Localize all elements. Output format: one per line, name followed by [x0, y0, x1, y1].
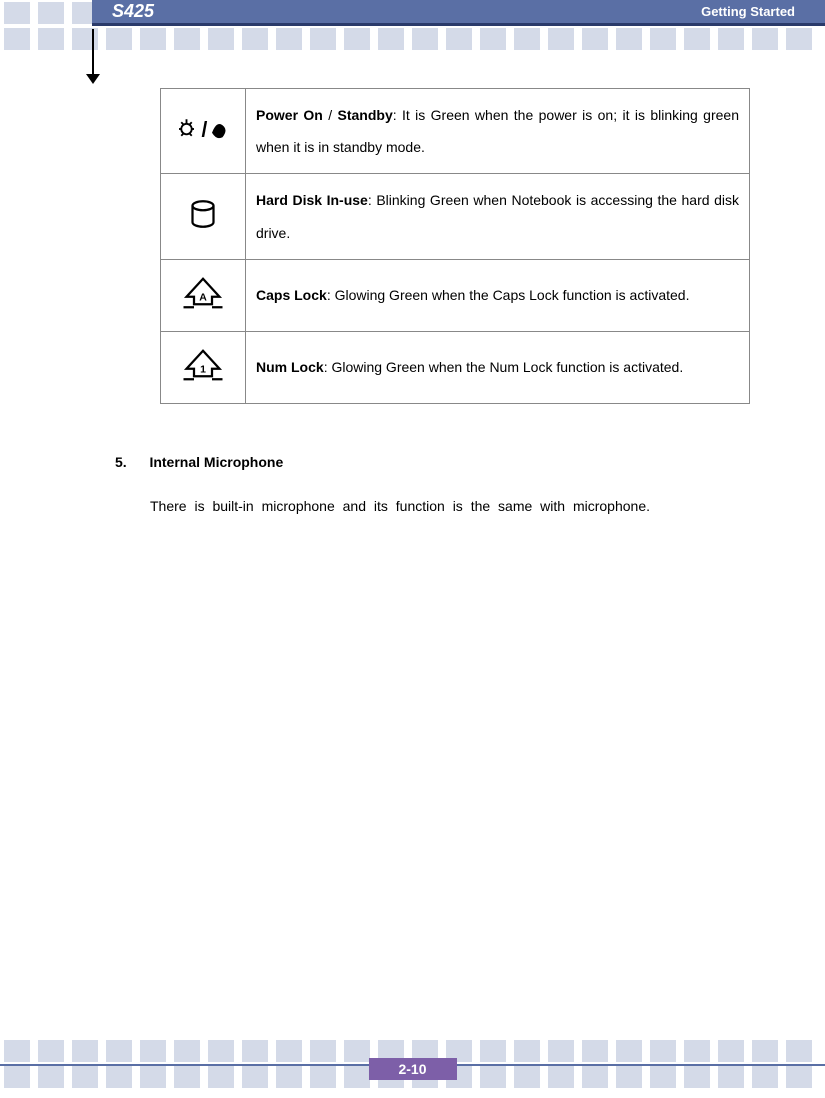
- table-row: / Power On / Standby: It is Green when th…: [161, 89, 750, 174]
- content-area: / Power On / Standby: It is Green when th…: [115, 88, 765, 523]
- svg-text:A: A: [199, 291, 207, 303]
- deco-square: [242, 1040, 268, 1062]
- deco-square: [276, 28, 302, 50]
- square-row: [0, 26, 825, 52]
- status-description: Power On / Standby: It is Green when the…: [246, 89, 750, 174]
- deco-square: [480, 1066, 506, 1088]
- deco-square: [106, 1066, 132, 1088]
- deco-square: [106, 28, 132, 50]
- deco-square: [106, 1040, 132, 1062]
- deco-square: [140, 1040, 166, 1062]
- section-title: Internal Microphone: [149, 454, 283, 470]
- deco-square: [548, 28, 574, 50]
- deco-square: [38, 2, 64, 24]
- deco-square: [786, 28, 812, 50]
- arrow-head-icon: [86, 74, 100, 84]
- deco-square: [344, 28, 370, 50]
- deco-square: [684, 1040, 710, 1062]
- deco-square: [582, 1066, 608, 1088]
- deco-square: [786, 1066, 812, 1088]
- deco-square: [548, 1040, 574, 1062]
- deco-square: [344, 1066, 370, 1088]
- table-row: 1 Num Lock: Glowing Green when the Num Lo…: [161, 331, 750, 403]
- deco-square: [650, 1040, 676, 1062]
- deco-square: [310, 28, 336, 50]
- deco-square: [412, 28, 438, 50]
- num-lock-icon: 1: [161, 331, 246, 403]
- deco-square: [480, 28, 506, 50]
- deco-square: [718, 1066, 744, 1088]
- section-body: There is built-in microphone and its fun…: [150, 490, 705, 524]
- deco-square: [4, 28, 30, 50]
- deco-square: [72, 1040, 98, 1062]
- deco-square: [344, 1040, 370, 1062]
- deco-square: [208, 28, 234, 50]
- deco-square: [446, 28, 472, 50]
- deco-square: [616, 1040, 642, 1062]
- deco-square: [140, 28, 166, 50]
- status-description: Caps Lock: Glowing Green when the Caps L…: [246, 259, 750, 331]
- deco-square: [38, 28, 64, 50]
- svg-text:1: 1: [200, 363, 206, 375]
- deco-square: [276, 1066, 302, 1088]
- header-subtitle: Getting Started: [701, 4, 795, 19]
- status-led-table: / Power On / Standby: It is Green when th…: [160, 88, 750, 404]
- deco-square: [582, 28, 608, 50]
- deco-square: [242, 1066, 268, 1088]
- deco-square: [38, 1040, 64, 1062]
- caps-lock-icon: A: [161, 259, 246, 331]
- deco-square: [752, 1066, 778, 1088]
- deco-square: [684, 28, 710, 50]
- deco-square: [174, 28, 200, 50]
- deco-square: [480, 1040, 506, 1062]
- page-number: 2-10: [368, 1058, 456, 1080]
- deco-square: [752, 28, 778, 50]
- deco-square: [616, 28, 642, 50]
- power-standby-icon: /: [161, 89, 246, 174]
- status-description: Hard Disk In-use: Blinking Green when No…: [246, 174, 750, 259]
- deco-square: [242, 28, 268, 50]
- deco-square: [514, 1040, 540, 1062]
- svg-text:/: /: [202, 118, 208, 141]
- deco-square: [514, 1066, 540, 1088]
- deco-square: [208, 1066, 234, 1088]
- deco-square: [582, 1040, 608, 1062]
- deco-square: [72, 28, 98, 50]
- deco-square: [174, 1066, 200, 1088]
- deco-square: [378, 28, 404, 50]
- arrow-line: [92, 29, 94, 77]
- deco-square: [650, 1066, 676, 1088]
- deco-square: [514, 28, 540, 50]
- deco-square: [786, 1040, 812, 1062]
- deco-square: [208, 1040, 234, 1062]
- deco-square: [4, 2, 30, 24]
- deco-square: [718, 28, 744, 50]
- section-number: 5.: [115, 454, 145, 470]
- table-row: Hard Disk In-use: Blinking Green when No…: [161, 174, 750, 259]
- deco-square: [72, 1066, 98, 1088]
- deco-square: [718, 1040, 744, 1062]
- deco-square: [4, 1066, 30, 1088]
- header-title: S425: [112, 1, 154, 22]
- table-row: A Caps Lock: Glowing Green when the Caps …: [161, 259, 750, 331]
- deco-square: [140, 1066, 166, 1088]
- deco-square: [310, 1040, 336, 1062]
- deco-square: [752, 1040, 778, 1062]
- section: 5. Internal Microphone There is built-in…: [115, 454, 765, 524]
- deco-square: [38, 1066, 64, 1088]
- hard-disk-icon: [161, 174, 246, 259]
- deco-square: [650, 28, 676, 50]
- deco-square: [684, 1066, 710, 1088]
- status-description: Num Lock: Glowing Green when the Num Loc…: [246, 331, 750, 403]
- deco-square: [548, 1066, 574, 1088]
- header-bar: S425 Getting Started: [92, 0, 825, 26]
- deco-square: [174, 1040, 200, 1062]
- deco-square: [276, 1040, 302, 1062]
- deco-square: [616, 1066, 642, 1088]
- deco-square: [310, 1066, 336, 1088]
- deco-square: [4, 1040, 30, 1062]
